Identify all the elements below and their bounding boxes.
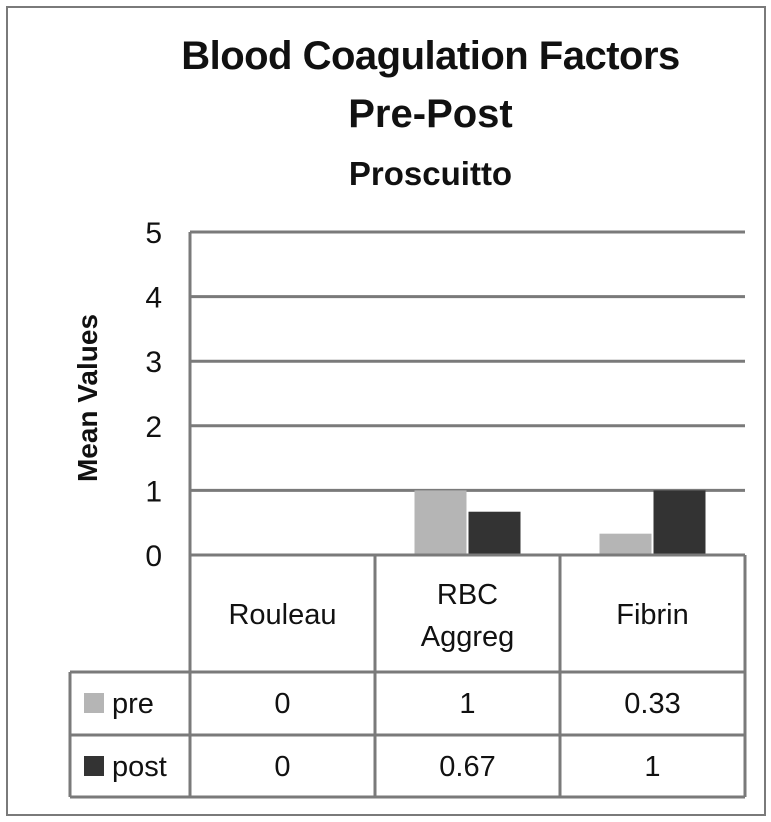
y-tick-label: 3 [145, 346, 162, 379]
legend-key-pre [84, 693, 104, 713]
bar-pre-1 [414, 490, 467, 555]
y-tick-label: 0 [145, 540, 162, 573]
data-label: 0 [274, 751, 290, 783]
category-label: RBC [437, 579, 498, 611]
category-label: Fibrin [616, 599, 689, 631]
legend-key-post [84, 756, 104, 776]
bar-post-1 [468, 511, 521, 555]
data-label: 0.67 [439, 751, 495, 783]
data-label: 0 [274, 688, 290, 720]
y-tick-label: 4 [145, 282, 162, 315]
data-label: 0.33 [624, 688, 680, 720]
bar-post-2 [653, 490, 706, 555]
chart-title: Blood Coagulation Factors [181, 34, 680, 78]
bar-pre-2 [599, 533, 652, 555]
y-tick-label: 2 [145, 411, 162, 444]
data-label: 1 [644, 751, 660, 783]
chart-title-line2: Pre-Post [348, 92, 513, 136]
chart-subtitle: Proscuitto [348, 155, 513, 192]
y-tick-label: 5 [145, 217, 162, 250]
legend-label: pre [112, 688, 154, 720]
category-label: Aggreg [421, 621, 515, 653]
chart-frame [6, 6, 766, 816]
y-tick-label: 1 [145, 475, 162, 508]
category-label: Rouleau [228, 599, 336, 631]
data-label: 1 [459, 688, 475, 720]
legend-label: post [112, 751, 167, 783]
